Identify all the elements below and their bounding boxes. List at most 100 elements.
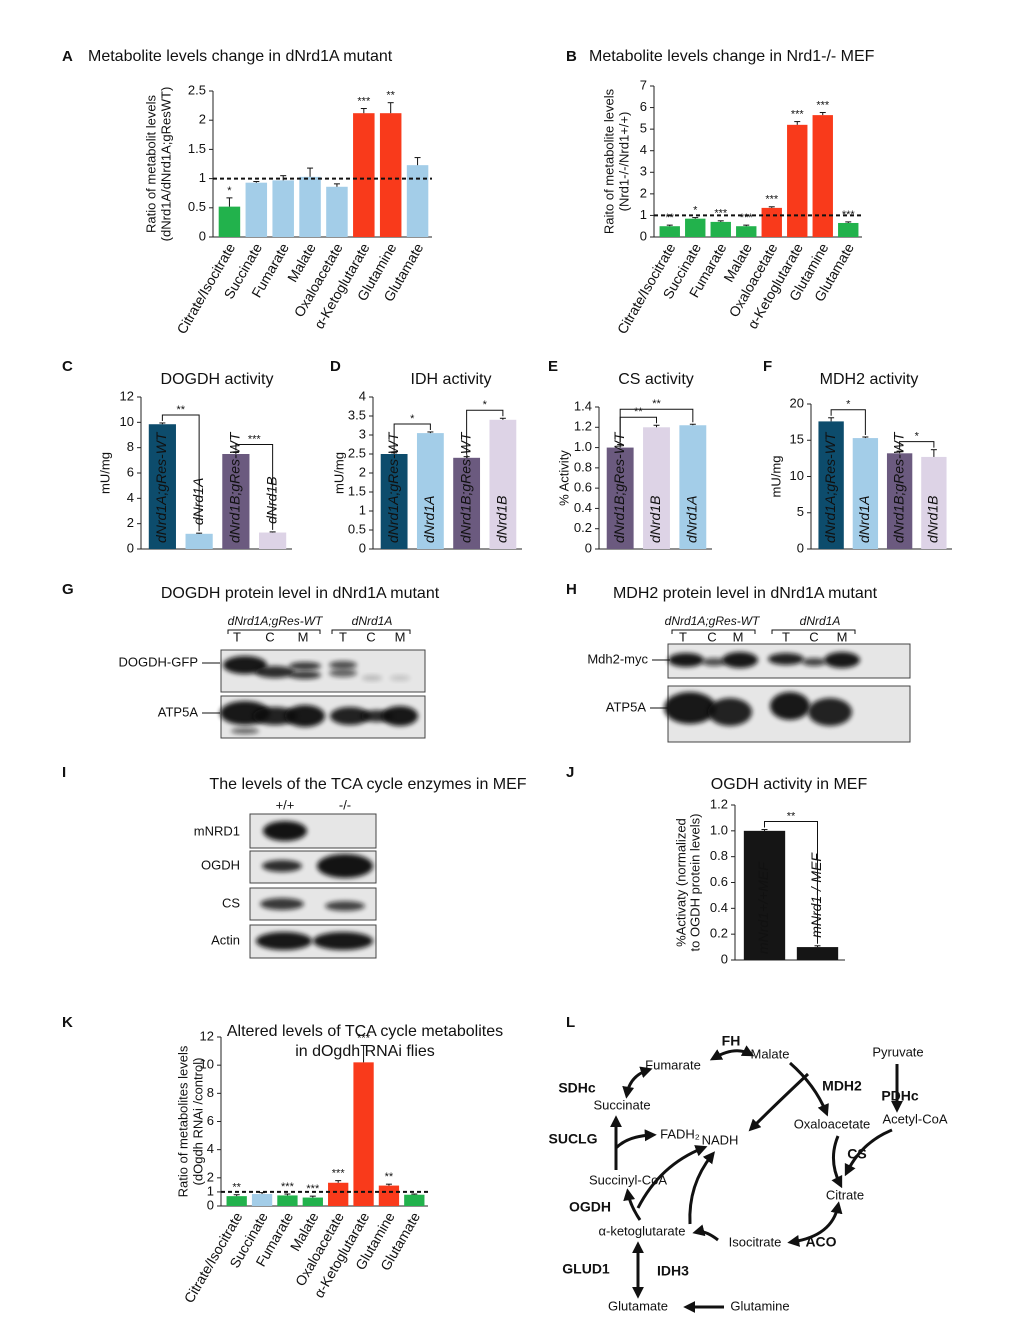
- band: [255, 666, 295, 678]
- bar: [185, 533, 213, 549]
- y-tick-label: 0: [721, 951, 728, 966]
- panel-letter: L: [566, 1014, 575, 1031]
- bar: [606, 447, 634, 549]
- bar: [736, 226, 757, 237]
- group-label: dNrd1A;gRes-WT: [228, 614, 324, 628]
- bar: [380, 454, 408, 549]
- panel-letter: G: [62, 581, 74, 598]
- band: [329, 661, 357, 669]
- y-tick-label: 2: [207, 1169, 214, 1184]
- arrow: [636, 1145, 708, 1209]
- band: [325, 901, 365, 911]
- bar-label: dNrd1B;gRes-WT: [457, 431, 473, 543]
- panel-letter: D: [330, 358, 341, 375]
- panel-letter: K: [62, 1014, 73, 1031]
- row-label: mNRD1: [194, 823, 240, 838]
- metabolite: Oxaloacetate: [794, 1116, 871, 1131]
- panel-letter: C: [62, 358, 73, 375]
- significance: ***: [281, 1181, 295, 1193]
- band: [330, 707, 370, 725]
- bar-label: dNrd1A: [684, 496, 700, 543]
- panel-letter: A: [62, 48, 73, 65]
- band: [231, 728, 259, 734]
- band: [768, 653, 804, 665]
- y-tick-label: 4: [207, 1141, 214, 1156]
- bar: [921, 456, 947, 549]
- y-tick-label: 2: [199, 112, 206, 127]
- arrow: [614, 1129, 657, 1150]
- y-tick-label: 2: [127, 515, 134, 530]
- y-tick-label: 4: [127, 490, 134, 505]
- arrow: [688, 1151, 715, 1225]
- metabolite: Malate: [750, 1046, 789, 1061]
- lane-label: M: [395, 629, 406, 644]
- bar: [259, 532, 287, 549]
- bar: [489, 419, 517, 549]
- bar: [353, 1062, 374, 1206]
- metabolite: Pyruvate: [872, 1044, 923, 1059]
- bar: [818, 421, 844, 549]
- bar: [685, 218, 706, 237]
- bar: [886, 453, 913, 549]
- band: [668, 653, 704, 667]
- bracket: [764, 821, 818, 944]
- y-tick-label: 15: [790, 432, 804, 447]
- lane-label: T: [339, 629, 347, 644]
- bar: [378, 1185, 400, 1206]
- bar-label: dNrd1A: [190, 478, 206, 525]
- y-tick-label: 1.2: [710, 796, 728, 811]
- significance: **: [386, 90, 395, 102]
- bar: [710, 221, 731, 237]
- metabolite: Acetyl-CoA: [882, 1111, 947, 1126]
- y-tick-label: 8: [207, 1085, 214, 1100]
- significance: ***: [306, 1183, 320, 1195]
- significance: ***: [842, 209, 856, 221]
- bracket-label: *: [483, 399, 488, 411]
- y-tick-label: 1: [199, 170, 206, 185]
- arrow: [692, 1224, 719, 1242]
- y-tick-label: 2: [640, 185, 647, 200]
- enzyme: MDH2: [822, 1078, 862, 1094]
- enzyme: SDHc: [558, 1080, 596, 1096]
- bar: [659, 226, 680, 237]
- group-bracket: [771, 629, 856, 634]
- y-axis-label: (Nrd1-/-/Nrd1+/+): [616, 112, 631, 212]
- bar: [226, 1196, 247, 1206]
- chart-title: Metabolite levels change in dNrd1A mutan…: [88, 48, 393, 65]
- y-tick-label: 0.6: [710, 874, 728, 889]
- metabolite: Citrate: [826, 1187, 864, 1202]
- chart-title: IDH activity: [411, 371, 492, 388]
- y-axis-label: %Activaty (normalized: [673, 818, 688, 947]
- bar: [679, 425, 707, 549]
- y-tick-label: 0.5: [348, 521, 366, 536]
- bracket-label: ***: [248, 433, 262, 445]
- enzyme: GLUD1: [562, 1261, 610, 1277]
- bracket-label: **: [787, 810, 796, 822]
- band: [253, 707, 297, 725]
- y-tick-label: 4: [640, 142, 647, 157]
- lane-label: C: [366, 629, 375, 644]
- bar: [148, 424, 176, 549]
- bar: [416, 433, 444, 549]
- bracket: [393, 423, 431, 451]
- bar: [272, 180, 294, 237]
- bracket-label: *: [410, 413, 415, 425]
- y-axis-label: mU/mg: [768, 456, 783, 498]
- y-axis-label: mU/mg: [331, 452, 346, 494]
- bar-label: dNrd1A: [856, 496, 872, 543]
- row-label: CS: [222, 895, 240, 910]
- significance: **: [385, 1171, 394, 1183]
- band: [362, 675, 382, 681]
- y-axis-label: Ratio of metabolites levels: [175, 1045, 190, 1197]
- y-tick-label: 1.5: [188, 141, 206, 156]
- chart-title: Metabolite levels change in Nrd1-/- MEF: [589, 48, 875, 65]
- y-tick-label: 0: [207, 1197, 214, 1212]
- bracket-label: **: [652, 398, 661, 410]
- row-label: ATP5A: [606, 699, 647, 714]
- bar: [643, 427, 670, 549]
- bracket-label: **: [176, 404, 185, 416]
- bar-label: dNrd1B: [925, 496, 941, 543]
- significance: ***: [357, 95, 371, 107]
- band: [708, 698, 752, 726]
